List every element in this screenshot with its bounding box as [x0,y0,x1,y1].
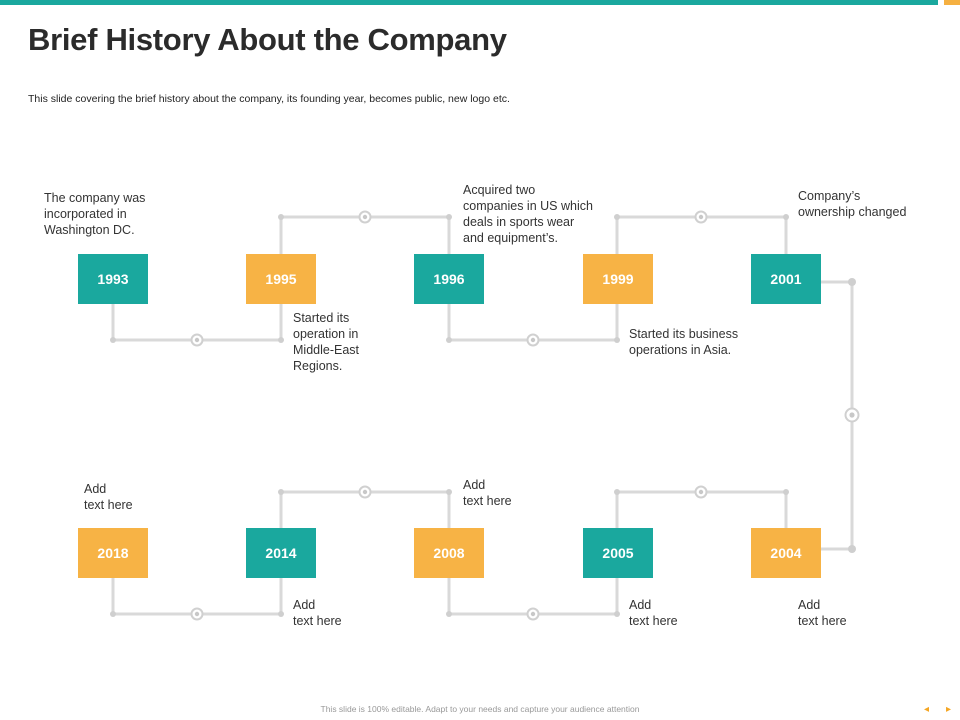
year-box-2008: 2008 [414,528,484,578]
year-box-2018: 2018 [78,528,148,578]
event-text-2004: Add text here [798,598,847,628]
event-text-2005: Add text here [629,598,678,628]
top-accent-corner [944,0,960,5]
year-box-1999: 1999 [583,254,653,304]
arrow-right-icon[interactable]: ▸ [946,704,952,715]
top-accent-bar [0,0,938,5]
event-text-2014: Add text here [293,598,342,628]
arrow-left-icon[interactable]: ◂ [924,704,930,715]
year-box-1996: 1996 [414,254,484,304]
year-box-2004: 2004 [751,528,821,578]
year-box-1993: 1993 [78,254,148,304]
page-title: Brief History About the Company [28,22,507,57]
event-text-2001: Company’s ownership changed [798,189,907,219]
event-text-1999: Started its business operations in Asia. [629,327,739,357]
page-subtitle: This slide covering the brief history ab… [28,93,510,105]
event-text-1995: Started its operation in Middle-East Reg… [293,311,359,373]
event-text-2018: Add text here [84,482,133,512]
year-box-1995: 1995 [246,254,316,304]
event-text-2008: Add text here [463,478,512,508]
year-box-2001: 2001 [751,254,821,304]
event-text-1996: Acquired two companies in US which deals… [463,183,593,245]
year-box-2014: 2014 [246,528,316,578]
footer-note: This slide is 100% editable. Adapt to yo… [320,704,640,714]
event-text-1993: The company was incorporated in Washingt… [44,191,146,237]
year-box-2005: 2005 [583,528,653,578]
